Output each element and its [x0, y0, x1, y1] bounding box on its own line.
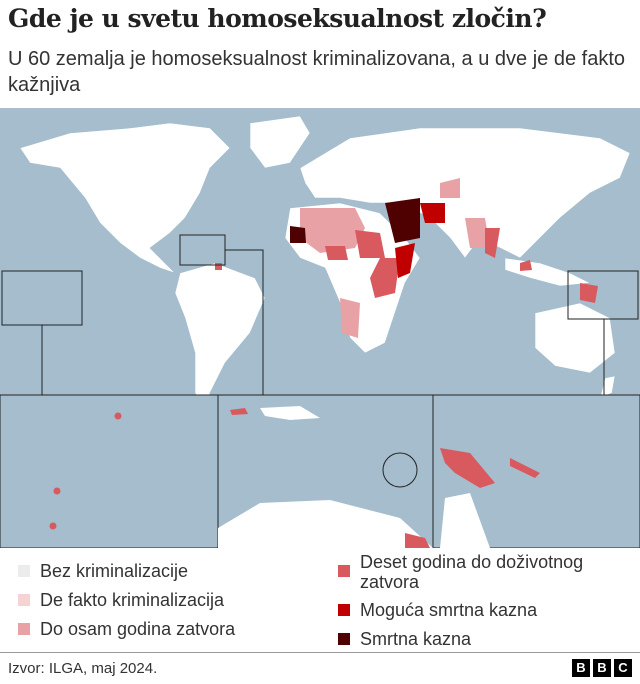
insets: [0, 394, 640, 548]
page-subtitle: U 60 zemalja je homoseksualnost kriminal…: [8, 48, 625, 96]
legend-label: Moguća smrtna kazna: [360, 600, 538, 620]
legend-swatch: [18, 565, 30, 577]
inset-markers: [1, 234, 639, 395]
legend-label: Smrtna kazna: [360, 629, 472, 649]
legend-swatch: [338, 633, 350, 645]
legend-label: Deset godina do doživotnog zatvora: [360, 552, 584, 592]
legend-swatch: [18, 623, 30, 635]
legend-swatch: [338, 565, 350, 577]
legend-swatch: [18, 594, 30, 606]
criminalizing-countries: [215, 178, 598, 338]
divider: [0, 652, 640, 653]
legend-swatch: [338, 604, 350, 616]
world-map: [0, 108, 640, 548]
legend-label: Do osam godina zatvora: [40, 619, 236, 639]
source-note: Izvor: ILGA, maj 2024.: [8, 660, 158, 677]
page-title: Gde je u svetu homoseksualnost zločin?: [8, 4, 547, 33]
legend-label: Bez kriminalizacije: [40, 561, 189, 581]
legend-label: De fakto kriminalizacija: [40, 590, 225, 610]
